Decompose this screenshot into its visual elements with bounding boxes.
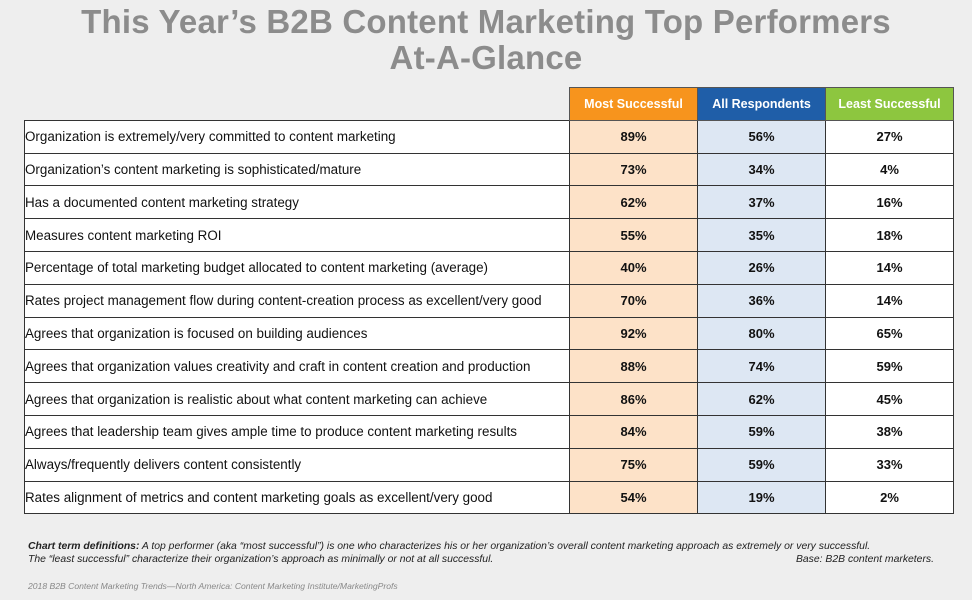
definitions-text-1: A top performer (aka “most successful”) … [139, 541, 871, 552]
value-cell-all-respondents: 62% [697, 382, 826, 416]
table-row: Rates alignment of metrics and content m… [24, 480, 954, 515]
table-body: Organization is extremely/very committed… [24, 119, 954, 515]
row-label: Agrees that organization is focused on b… [24, 316, 570, 351]
title-line-1: This Year’s B2B Content Marketing Top Pe… [81, 3, 891, 40]
row-label: Organization is extremely/very committed… [24, 119, 570, 154]
value-cell-most-successful: 75% [569, 447, 698, 482]
value-cell-most-successful: 62% [569, 185, 698, 220]
value-cell-most-successful: 84% [569, 414, 698, 449]
table-row: Organization is extremely/very committed… [24, 119, 954, 154]
value-cell-most-successful: 54% [569, 480, 698, 515]
row-label: Rates alignment of metrics and content m… [24, 480, 570, 515]
row-label: Has a documented content marketing strat… [24, 185, 570, 220]
row-label: Rates project management flow during con… [24, 283, 570, 318]
value-cell-least-successful: 2% [825, 480, 954, 515]
row-label: Agrees that organization is realistic ab… [24, 382, 570, 416]
row-label: Organization’s content marketing is soph… [24, 152, 570, 187]
table-row: Always/frequently delivers content consi… [24, 447, 954, 482]
column-header-all-respondents: All Respondents [697, 87, 826, 121]
value-cell-most-successful: 88% [569, 349, 698, 384]
value-cell-least-successful: 16% [825, 185, 954, 220]
row-label: Agrees that leadership team gives ample … [24, 414, 570, 449]
definitions-line-2: The “least successful” characterize thei… [28, 553, 934, 566]
table-row: Agrees that leadership team gives ample … [24, 414, 954, 449]
value-cell-most-successful: 70% [569, 283, 698, 318]
row-label: Agrees that organization values creativi… [24, 349, 570, 384]
definitions-line-1: Chart term definitions: A top performer … [28, 540, 934, 553]
value-cell-least-successful: 38% [825, 414, 954, 449]
value-cell-all-respondents: 34% [697, 152, 826, 187]
value-cell-least-successful: 14% [825, 283, 954, 318]
table-row: Agrees that organization is focused on b… [24, 316, 954, 351]
header-row: Most Successful All Respondents Least Su… [25, 87, 954, 121]
value-cell-all-respondents: 37% [697, 185, 826, 220]
header-blank-cell [25, 88, 570, 121]
value-cell-all-respondents: 26% [697, 250, 826, 285]
row-label: Measures content marketing ROI [24, 218, 570, 252]
column-header-most-successful: Most Successful [569, 87, 698, 121]
definitions-text-2: The “least successful” characterize thei… [28, 554, 494, 565]
value-cell-least-successful: 65% [825, 316, 954, 351]
table-row: Agrees that organization is realistic ab… [24, 382, 954, 416]
definitions-heading: Chart term definitions: [28, 541, 140, 552]
title-line-2: At-A-Glance [389, 39, 583, 76]
value-cell-most-successful: 92% [569, 316, 698, 351]
definitions-base: Base: B2B content marketers. [795, 554, 934, 565]
value-cell-all-respondents: 59% [697, 447, 826, 482]
value-cell-least-successful: 4% [825, 152, 954, 187]
value-cell-all-respondents: 36% [697, 283, 826, 318]
value-cell-most-successful: 40% [569, 250, 698, 285]
value-cell-all-respondents: 19% [697, 480, 826, 515]
value-cell-most-successful: 89% [569, 119, 698, 154]
table-row: Percentage of total marketing budget all… [24, 250, 954, 285]
value-cell-all-respondents: 59% [697, 414, 826, 449]
column-header-least-successful: Least Successful [825, 87, 954, 121]
performers-table: Most Successful All Respondents Least Su… [24, 87, 954, 515]
table-row: Has a documented content marketing strat… [24, 185, 954, 220]
chart-title: This Year’s B2B Content Marketing Top Pe… [0, 4, 972, 76]
row-label: Percentage of total marketing budget all… [24, 250, 570, 285]
value-cell-most-successful: 86% [569, 382, 698, 416]
value-cell-least-successful: 45% [825, 382, 954, 416]
table-row: Measures content marketing ROI 55% 35% 18% [24, 218, 954, 252]
chart-definitions: Chart term definitions: A top performer … [28, 540, 934, 566]
row-label: Always/frequently delivers content consi… [24, 447, 570, 482]
value-cell-most-successful: 55% [569, 218, 698, 252]
value-cell-all-respondents: 56% [697, 119, 826, 154]
table-row: Rates project management flow during con… [24, 283, 954, 318]
value-cell-least-successful: 59% [825, 349, 954, 384]
source-note: 2018 B2B Content Marketing Trends—North … [28, 581, 398, 591]
value-cell-least-successful: 27% [825, 119, 954, 154]
value-cell-all-respondents: 80% [697, 316, 826, 351]
value-cell-least-successful: 18% [825, 218, 954, 252]
table-row: Agrees that organization values creativi… [24, 349, 954, 384]
table-row: Organization’s content marketing is soph… [24, 152, 954, 187]
value-cell-all-respondents: 35% [697, 218, 826, 252]
value-cell-most-successful: 73% [569, 152, 698, 187]
value-cell-all-respondents: 74% [697, 349, 826, 384]
value-cell-least-successful: 33% [825, 447, 954, 482]
value-cell-least-successful: 14% [825, 250, 954, 285]
